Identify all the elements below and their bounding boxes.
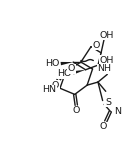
Text: OH: OH: [99, 31, 114, 40]
Text: NH: NH: [97, 65, 111, 74]
Polygon shape: [61, 62, 73, 65]
Text: O: O: [52, 81, 59, 90]
Text: N: N: [114, 107, 121, 116]
Text: O: O: [68, 65, 75, 74]
Text: O: O: [100, 122, 107, 131]
Polygon shape: [73, 70, 86, 75]
Text: HO: HO: [57, 69, 72, 78]
Text: HO: HO: [45, 59, 59, 68]
Text: HN: HN: [42, 85, 56, 94]
Text: O: O: [73, 106, 80, 115]
Text: OH: OH: [100, 56, 114, 65]
Text: S: S: [105, 98, 111, 107]
Text: O: O: [93, 41, 100, 50]
